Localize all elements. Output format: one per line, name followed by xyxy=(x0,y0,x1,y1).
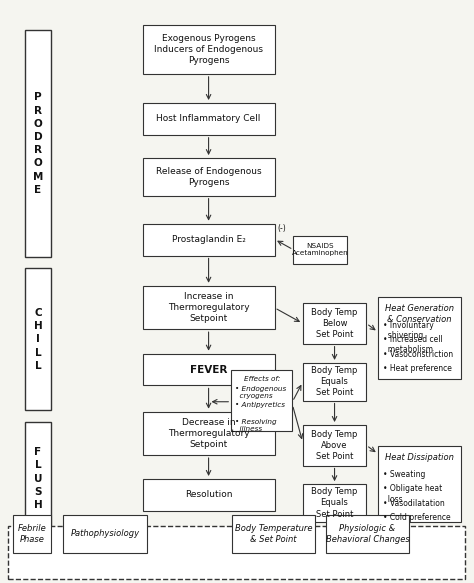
FancyBboxPatch shape xyxy=(9,526,465,579)
FancyBboxPatch shape xyxy=(143,286,274,329)
FancyBboxPatch shape xyxy=(143,479,274,511)
Text: Prostaglandin E₂: Prostaglandin E₂ xyxy=(172,235,246,244)
FancyBboxPatch shape xyxy=(143,412,274,455)
Text: • Heat preference: • Heat preference xyxy=(383,364,452,373)
Text: Exogenous Pyrogens
Inducers of Endogenous
Pyrogens: Exogenous Pyrogens Inducers of Endogenou… xyxy=(154,34,263,65)
Text: Heat Dissipation: Heat Dissipation xyxy=(385,454,454,462)
FancyBboxPatch shape xyxy=(25,30,51,257)
Text: Physiologic &
Behavioral Changes: Physiologic & Behavioral Changes xyxy=(326,524,410,544)
Text: • Cold preference: • Cold preference xyxy=(383,513,450,522)
Text: Decrease in
Thermoregulatory
Setpoint: Decrease in Thermoregulatory Setpoint xyxy=(168,418,249,449)
Text: Host Inflammatory Cell: Host Inflammatory Cell xyxy=(156,114,261,124)
Text: Increase in
Thermoregulatory
Setpoint: Increase in Thermoregulatory Setpoint xyxy=(168,292,249,323)
Text: F
L
U
S
H: F L U S H xyxy=(34,447,42,510)
Text: Body Temp
Equals
Set Point: Body Temp Equals Set Point xyxy=(311,366,358,398)
Text: Body Temp
Below
Set Point: Body Temp Below Set Point xyxy=(311,308,358,339)
FancyBboxPatch shape xyxy=(326,515,409,553)
Text: Body Temp
Equals
Set Point: Body Temp Equals Set Point xyxy=(311,487,358,519)
Text: Resolution: Resolution xyxy=(185,490,232,500)
Text: • Antipyretics: • Antipyretics xyxy=(235,402,285,409)
Text: FEVER: FEVER xyxy=(190,364,227,374)
FancyBboxPatch shape xyxy=(378,447,461,522)
Text: • Vasodilatation: • Vasodilatation xyxy=(383,498,445,508)
Text: (-): (-) xyxy=(277,224,286,233)
FancyBboxPatch shape xyxy=(25,268,51,410)
FancyBboxPatch shape xyxy=(232,515,315,553)
Text: Effects of:: Effects of: xyxy=(244,375,280,382)
Text: • Vasoconstriction: • Vasoconstriction xyxy=(383,350,453,359)
FancyBboxPatch shape xyxy=(143,353,274,385)
Text: • Sweating: • Sweating xyxy=(383,470,425,479)
FancyBboxPatch shape xyxy=(303,425,366,466)
Text: • Involuntary
  shivering: • Involuntary shivering xyxy=(383,321,434,340)
Text: Release of Endogenous
Pyrogens: Release of Endogenous Pyrogens xyxy=(156,167,261,187)
FancyBboxPatch shape xyxy=(143,158,274,196)
Text: Body Temp
Above
Set Point: Body Temp Above Set Point xyxy=(311,430,358,461)
FancyBboxPatch shape xyxy=(13,515,51,553)
FancyBboxPatch shape xyxy=(63,515,147,553)
Text: P
R
O
D
R
O
M
E: P R O D R O M E xyxy=(33,92,43,195)
FancyBboxPatch shape xyxy=(378,297,461,378)
Text: NSAIDS
Acetaminophen: NSAIDS Acetaminophen xyxy=(292,243,349,256)
Text: Pathophysiology: Pathophysiology xyxy=(71,529,139,538)
FancyBboxPatch shape xyxy=(231,370,292,431)
Text: • Obligate heat
  loss: • Obligate heat loss xyxy=(383,484,442,504)
Text: • Endogenous
  cryogens: • Endogenous cryogens xyxy=(235,386,286,399)
Text: • Increased cell
  metabolism: • Increased cell metabolism xyxy=(383,335,443,354)
FancyBboxPatch shape xyxy=(303,363,366,401)
FancyBboxPatch shape xyxy=(293,236,347,264)
Text: Heat Generation
& Conservation: Heat Generation & Conservation xyxy=(385,304,454,324)
FancyBboxPatch shape xyxy=(25,422,51,535)
FancyBboxPatch shape xyxy=(143,103,274,135)
Text: • Resolving
  illness: • Resolving illness xyxy=(235,419,276,431)
FancyBboxPatch shape xyxy=(143,224,274,255)
FancyBboxPatch shape xyxy=(143,24,274,74)
FancyBboxPatch shape xyxy=(303,484,366,522)
FancyBboxPatch shape xyxy=(303,303,366,344)
Text: C
H
I
L
L: C H I L L xyxy=(34,308,42,371)
Text: Febrile
Phase: Febrile Phase xyxy=(18,524,46,544)
Text: Body Temperature
& Set Point: Body Temperature & Set Point xyxy=(235,524,312,544)
